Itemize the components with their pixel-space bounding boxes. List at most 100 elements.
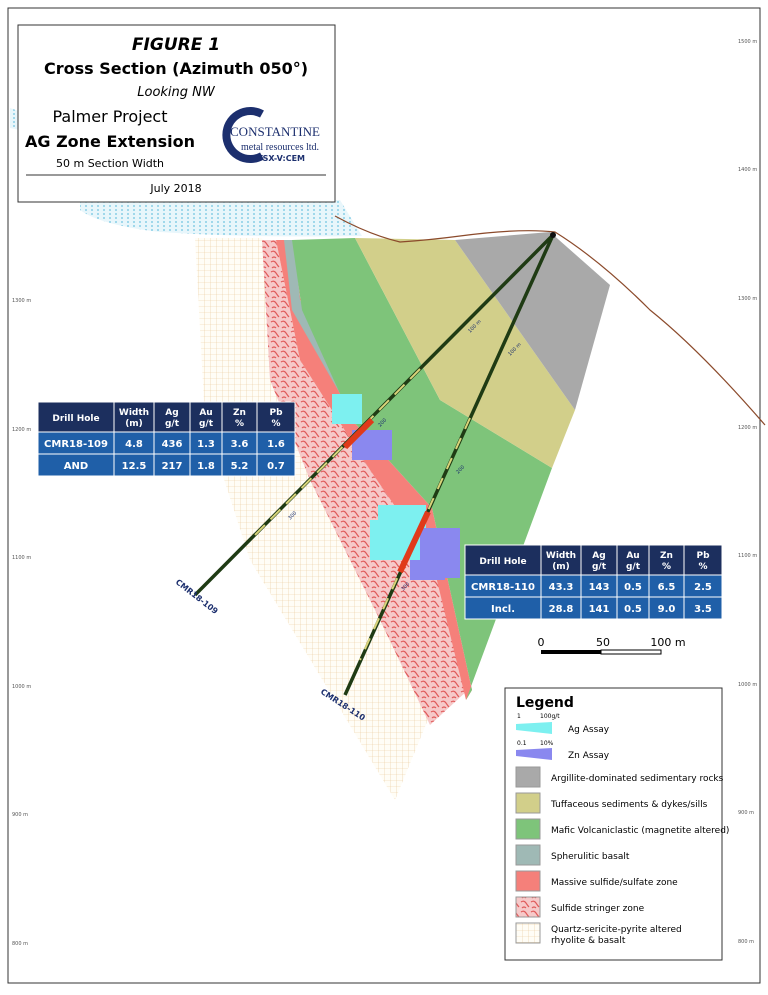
intercept [342,417,375,450]
table-header: % [235,419,244,429]
table-value: Incl. [491,604,515,615]
table-value: 1.8 [197,461,215,472]
legend-label: Spherulitic basalt [551,852,630,862]
legend-scale: 1 [517,713,521,720]
table-header: Drill Hole [52,414,99,424]
drill-core [249,368,421,541]
drill-hole [193,233,555,597]
topography [334,215,766,426]
table-value: 3.5 [694,604,712,615]
elevation-label: 1100 m [738,553,757,559]
collar [550,232,556,238]
logo-name: CONSTANTINE [230,124,320,139]
table-header: (m) [125,419,143,429]
scale-label: 100 m [650,636,685,649]
stringer-zone [262,240,468,725]
legend-label: rhyolite & basalt [551,936,626,946]
table-header: % [271,419,280,429]
table-value: 12.5 [122,461,147,472]
legend-label: Quartz-sericite-pyrite altered [551,925,682,935]
table-header: g/t [199,419,214,429]
scale-label: 50 [596,636,610,649]
argillite [455,232,610,410]
table-header-cell [221,401,258,433]
elevation-label: 1000 m [738,682,757,688]
logo-ticker: TSX-V:CEM [257,154,305,163]
table-value: 217 [162,461,183,472]
table-value: CMR18-110 [471,582,535,593]
table-header: Width [546,551,576,561]
assay-table: Drill HoleWidth(m)Agg/tAug/tZn%Pb%CMR18-… [464,544,723,620]
table-value: 28.8 [549,604,574,615]
table-cell [683,596,723,620]
elevation-label: 1500 m [738,39,757,45]
view: Looking NW [137,85,216,100]
assay-table: Drill HoleWidth(m)Agg/tAug/tZn%Pb%CMR18-… [37,401,296,477]
legend-label: Massive sulfide/sulfate zone [551,878,678,888]
table-header: Au [199,408,212,418]
legend-scale: 0.1 [517,740,527,747]
table-header: Ag [165,408,178,418]
table-value: 4.8 [125,439,143,450]
date: July 2018 [149,182,201,195]
table-header-cell [683,544,723,576]
table-value: 43.3 [549,582,574,593]
tuffaceous [355,238,575,468]
table-header-cell [580,544,618,576]
elevation-label: 1300 m [738,296,757,302]
depth-label: 200 [377,417,388,428]
table-value: 0.5 [624,604,642,615]
legend-scale: 10% [540,740,554,747]
logo-sub: metal resources ltd. [241,142,319,153]
table-value: 1.6 [267,439,285,450]
elevation-label: 900 m [738,810,754,816]
legend-swatch [515,844,541,866]
table-value: 0.7 [267,461,285,472]
elevation-label: 900 m [12,812,28,818]
table-value: 5.2 [231,461,249,472]
intercept [397,510,431,574]
section-width: 50 m Section Width [56,157,164,170]
table-header-cell [153,401,191,433]
zone: AG Zone Extension [25,132,195,151]
table-header-cell [189,401,223,433]
table-header-cell [464,544,542,576]
legend-swatch [515,870,541,892]
legend-title: Legend [516,695,574,711]
table-value: AND [64,461,88,472]
table-value: 141 [589,604,610,615]
table-header-cell [37,401,115,433]
scale-label: 0 [538,636,545,649]
legend-swatch [515,792,541,814]
qsp-zone [195,238,440,800]
table-header: Ag [592,551,605,561]
elevation-label: 800 m [12,941,28,947]
cover [80,200,362,237]
project: Palmer Project [52,107,167,126]
table-value: 143 [589,582,610,593]
legend-label: Mafic Volcaniclastic (magnetite altered) [551,826,729,836]
table-value: CMR18-109 [44,439,108,450]
table-header: % [698,562,707,572]
figure-number: FIGURE 1 [132,35,220,55]
massive-sulfide [276,240,472,700]
table-header-cell [616,544,650,576]
scale-bar [541,650,601,654]
table-header: g/t [165,419,180,429]
table-value: 2.5 [694,582,712,593]
legend-label: Ag Assay [568,725,610,735]
table-header: g/t [592,562,607,572]
logo-mark [222,107,264,163]
elevation-label: 1300 m [12,298,31,304]
legend-box [504,687,723,961]
legend-swatch [515,766,541,788]
legend-label: Zn Assay [568,751,610,761]
elevation-label: 800 m [738,939,754,945]
legend-swatch [515,896,541,918]
legend-label: Sulfide stringer zone [551,904,645,914]
title-box [17,24,336,203]
legend-swatch [515,818,541,840]
table-value: 9.0 [658,604,676,615]
legend-swatch [515,922,541,944]
